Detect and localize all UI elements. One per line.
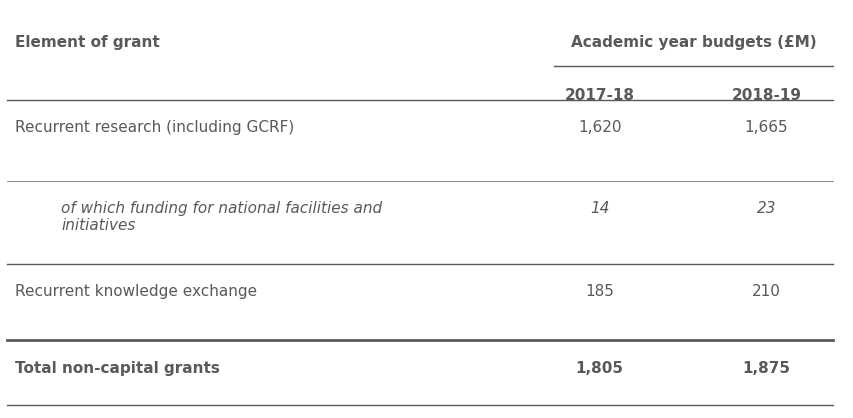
Text: 1,665: 1,665 <box>744 120 787 135</box>
Text: 185: 185 <box>584 284 613 299</box>
Text: 14: 14 <box>589 201 609 216</box>
Text: 1,805: 1,805 <box>575 361 623 375</box>
Text: Recurrent research (including GCRF): Recurrent research (including GCRF) <box>15 120 294 135</box>
Text: Total non-capital grants: Total non-capital grants <box>15 361 220 375</box>
Text: 1,875: 1,875 <box>742 361 790 375</box>
Text: 2017-18: 2017-18 <box>564 88 634 103</box>
Text: 210: 210 <box>751 284 780 299</box>
Text: 2018-19: 2018-19 <box>731 88 801 103</box>
Text: Element of grant: Element of grant <box>15 35 160 50</box>
Text: Academic year budgets (£M): Academic year budgets (£M) <box>570 35 815 50</box>
Text: Recurrent knowledge exchange: Recurrent knowledge exchange <box>15 284 257 299</box>
Text: 23: 23 <box>756 201 775 216</box>
Text: 1,620: 1,620 <box>577 120 621 135</box>
Text: of which funding for national facilities and
initiatives: of which funding for national facilities… <box>61 201 382 233</box>
